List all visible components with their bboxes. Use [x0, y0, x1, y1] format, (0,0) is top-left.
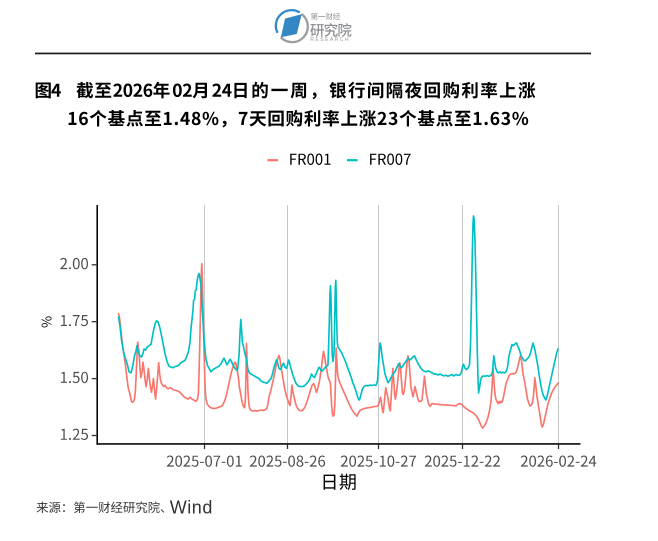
- svg-text:Wind: Wind: [170, 497, 213, 517]
- svg-text:RESEARCH: RESEARCH: [310, 37, 350, 43]
